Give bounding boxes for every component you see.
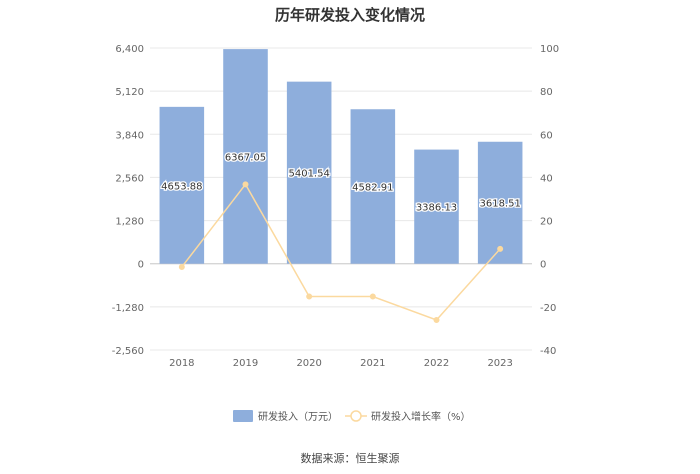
y-left-tick-label: -1,280 — [112, 303, 144, 314]
bar-data-label: 5401.54 — [288, 169, 329, 180]
bar — [286, 81, 332, 264]
bar — [477, 141, 523, 264]
line-series — [178, 181, 504, 324]
bar-data-label: 6367.05 — [225, 152, 266, 163]
y-right-tick-label: 100 — [540, 44, 559, 55]
grid — [150, 47, 532, 351]
x-tick-label: 2021 — [360, 358, 385, 369]
line-point — [433, 317, 440, 324]
bar-data-label: 4653.88 — [161, 181, 202, 192]
y-axis-right: 100 80 60 40 20 0 -20 -40 — [540, 44, 559, 357]
chart-title: 历年研发投入变化情况 — [275, 6, 425, 24]
y-left-tick-label: 0 — [138, 260, 144, 271]
legend[interactable]: 研发投入（万元） 研发投入增长率（%） — [233, 410, 471, 423]
bar-data-labels: 4653.88 6367.05 5401.54 4582.91 3386.13 3618.… — [160, 151, 522, 215]
bar — [223, 49, 268, 264]
y-right-tick-label: 40 — [540, 173, 553, 184]
legend-bar-label: 研发投入（万元） — [258, 410, 338, 423]
legend-line-marker — [350, 410, 362, 422]
y-left-tick-label: 1,280 — [115, 217, 144, 228]
y-left-tick-label: 2,560 — [115, 173, 144, 184]
bar — [350, 109, 396, 264]
bar-data-label: 3386.13 — [416, 203, 457, 214]
bar — [159, 106, 205, 264]
y-left-tick-label: 6,400 — [115, 44, 144, 55]
x-axis: 2018 2019 2020 2021 2022 2023 — [169, 358, 513, 369]
bar — [414, 149, 459, 264]
x-tick-label: 2023 — [487, 358, 512, 369]
line-point — [369, 293, 376, 300]
y-right-tick-label: -40 — [540, 346, 556, 357]
y-right-tick-label: -20 — [540, 303, 556, 314]
x-tick-label: 2018 — [169, 358, 194, 369]
y-right-tick-label: 60 — [540, 130, 553, 141]
y-axis-left: 6,400 5,120 3,840 2,560 1,280 0 -1,280 -2,560 — [112, 44, 144, 357]
legend-line-label: 研发投入增长率（%） — [371, 410, 471, 423]
source-note: 数据来源：恒生聚源 — [301, 451, 400, 465]
y-left-tick-label: 5,120 — [115, 87, 144, 98]
line-point — [306, 293, 313, 300]
x-tick-label: 2022 — [424, 358, 449, 369]
y-right-tick-label: 80 — [540, 87, 553, 98]
y-right-tick-label: 0 — [540, 260, 546, 271]
y-left-tick-label: 3,840 — [115, 130, 144, 141]
legend-bar-swatch — [233, 410, 253, 422]
bar-data-label: 4582.91 — [352, 182, 393, 193]
line-point — [497, 245, 504, 252]
bar-data-label: 3618.51 — [479, 199, 520, 210]
x-tick-label: 2019 — [233, 358, 258, 369]
y-left-tick-label: -2,560 — [112, 346, 144, 357]
growth-line — [181, 182, 501, 321]
line-point — [242, 181, 249, 188]
line-point — [178, 263, 185, 270]
bar-series — [159, 49, 523, 264]
y-right-tick-label: 20 — [540, 217, 553, 228]
x-tick-label: 2020 — [296, 358, 321, 369]
